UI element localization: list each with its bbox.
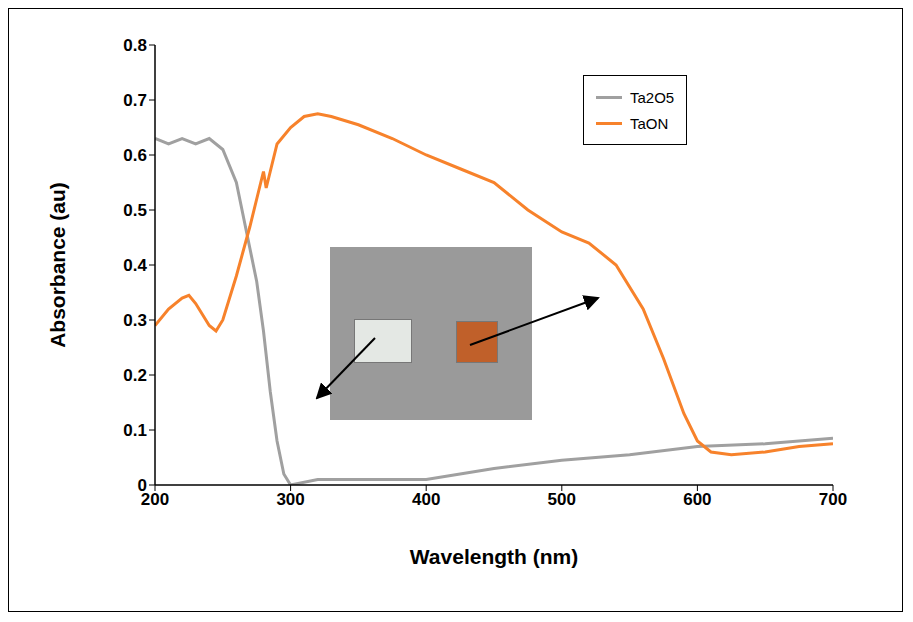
svg-text:0.6: 0.6 xyxy=(123,146,147,165)
svg-text:500: 500 xyxy=(548,490,576,509)
svg-text:0.1: 0.1 xyxy=(123,421,147,440)
svg-text:700: 700 xyxy=(819,490,847,509)
svg-text:Absorbance (au): Absorbance (au) xyxy=(46,182,69,348)
svg-text:200: 200 xyxy=(140,490,170,510)
svg-text:400: 400 xyxy=(412,490,440,509)
svg-text:0.8: 0.8 xyxy=(123,36,147,55)
svg-text:0.2: 0.2 xyxy=(123,366,147,385)
svg-text:0: 0 xyxy=(138,476,147,495)
html-text:Ta2O5: Ta2O5 xyxy=(630,88,675,106)
html-text:TaON: TaON xyxy=(630,114,669,132)
svg-text:0.5: 0.5 xyxy=(123,201,147,220)
svg-text:0.4: 0.4 xyxy=(123,256,147,275)
svg-text:0.7: 0.7 xyxy=(123,91,147,110)
svg-text:Wavelength (nm): Wavelength (nm) xyxy=(410,545,578,568)
svg-text:0.3: 0.3 xyxy=(123,311,147,330)
svg-text:600: 600 xyxy=(683,490,711,509)
svg-text:300: 300 xyxy=(276,490,304,509)
